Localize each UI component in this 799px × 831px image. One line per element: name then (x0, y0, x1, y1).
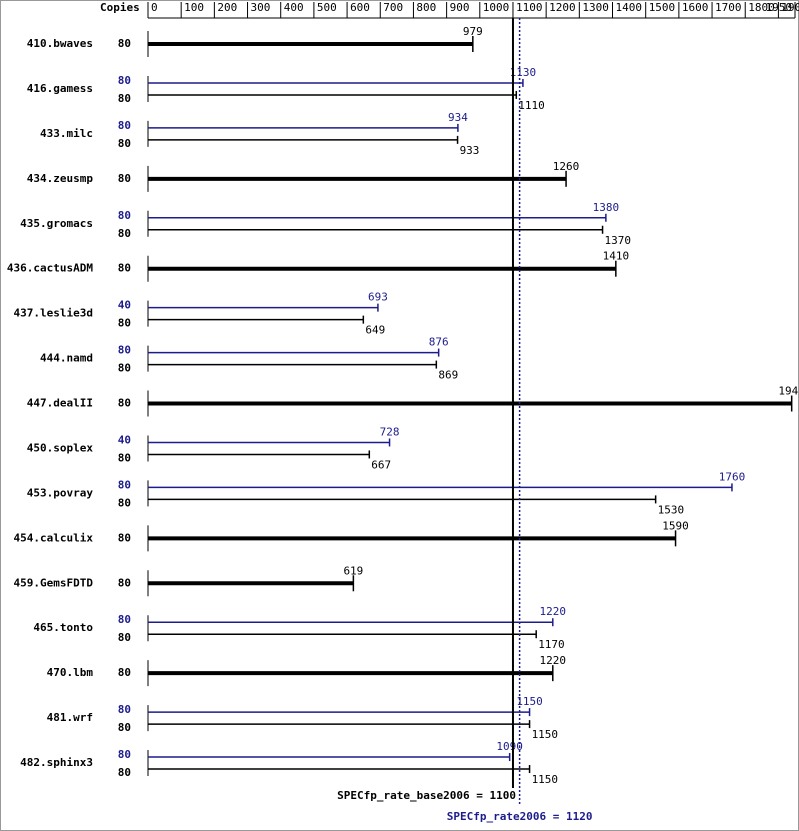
value-label: 1760 (719, 470, 746, 483)
value-label: 1260 (553, 160, 580, 173)
copies: 80 (118, 137, 131, 150)
x-tick-label: 800 (416, 1, 436, 14)
copies: 80 (118, 262, 131, 275)
x-tick-label: 300 (251, 1, 271, 14)
benchmark-name: 444.namd (40, 352, 93, 365)
value-label: 1110 (518, 99, 545, 112)
x-tick-label: 200 (217, 1, 237, 14)
value-label: 1380 (593, 201, 620, 214)
value-label: 1170 (538, 638, 565, 651)
value-label: 1150 (516, 695, 543, 708)
value-label: 1220 (540, 654, 567, 667)
x-tick-label: 600 (350, 1, 370, 14)
value-label: 1940 (778, 385, 799, 398)
x-tick-label: 1100 (516, 1, 543, 14)
value-label: 979 (463, 25, 483, 38)
benchmark-name: 459.GemsFDTD (14, 576, 94, 589)
value-label: 667 (371, 458, 391, 471)
copies: 80 (118, 531, 131, 544)
x-tick-label: 0 (151, 1, 158, 14)
benchmark-name: 437.leslie3d (14, 307, 93, 320)
copies: 80 (118, 37, 131, 50)
x-tick-label: 1700 (715, 1, 742, 14)
copies: 80 (118, 92, 131, 105)
x-tick-label: 1800 (748, 1, 775, 14)
copies: 80 (118, 631, 131, 644)
copies: 80 (118, 748, 131, 761)
copies: 80 (118, 397, 131, 410)
benchmark-name: 465.tonto (33, 621, 93, 634)
x-tick-label: 1500 (649, 1, 676, 14)
benchmark-name: 410.bwaves (27, 37, 93, 50)
benchmark-name: 453.povray (27, 486, 94, 499)
x-tick-label: 1950 (766, 1, 793, 14)
copies: 80 (118, 703, 131, 716)
copies: 80 (118, 496, 131, 509)
copies: 80 (118, 74, 131, 87)
x-tick-label: 400 (284, 1, 304, 14)
value-label: 1150 (532, 728, 559, 741)
copies: 80 (118, 478, 131, 491)
benchmark-name: 433.milc (40, 127, 93, 140)
copies: 80 (118, 721, 131, 734)
copies: 80 (118, 119, 131, 132)
x-tick-label: 1200 (549, 1, 576, 14)
value-label: 619 (343, 564, 363, 577)
benchmark-name: 450.soplex (27, 441, 94, 454)
copies: 40 (118, 433, 131, 446)
copies: 80 (118, 209, 131, 222)
value-label: 1370 (605, 234, 632, 247)
value-label: 933 (460, 144, 480, 157)
benchmark-name: 470.lbm (47, 666, 94, 679)
copies: 80 (118, 451, 131, 464)
benchmark-name: 482.sphinx3 (20, 756, 93, 769)
value-label: 1530 (658, 503, 685, 516)
copies: 80 (118, 613, 131, 626)
value-label: 1130 (510, 66, 537, 79)
x-tick-label: 1400 (616, 1, 643, 14)
value-label: 693 (368, 291, 388, 304)
benchmark-name: 434.zeusmp (27, 172, 94, 185)
copies: 80 (118, 576, 131, 589)
benchmark-name: 447.dealII (27, 397, 93, 410)
copies: 80 (118, 766, 131, 779)
copies-header: Copies (100, 1, 140, 14)
value-label: 876 (429, 336, 449, 349)
copies: 80 (118, 227, 131, 240)
benchmark-name: 435.gromacs (20, 217, 93, 230)
value-label: 649 (365, 324, 385, 337)
copies: 80 (118, 344, 131, 357)
x-tick-label: 1000 (483, 1, 510, 14)
x-tick-label: 900 (450, 1, 470, 14)
x-tick-label: 1600 (682, 1, 709, 14)
copies: 80 (118, 172, 131, 185)
value-label: 934 (448, 111, 468, 124)
x-tick-label: 500 (317, 1, 337, 14)
value-label: 1220 (540, 605, 567, 618)
x-tick-label: 1300 (582, 1, 609, 14)
value-label: 728 (380, 425, 400, 438)
copies: 80 (118, 666, 131, 679)
value-label: 1590 (662, 519, 689, 532)
benchmark-name: 416.gamess (27, 82, 93, 95)
x-tick-label: 100 (184, 1, 204, 14)
reference-label: SPECfp_rate_base2006 = 1100 (337, 789, 516, 802)
value-label: 1410 (603, 250, 630, 263)
reference-label: SPECfp_rate2006 = 1120 (447, 810, 593, 823)
copies: 80 (118, 362, 131, 375)
benchmark-name: 481.wrf (47, 711, 93, 724)
value-label: 1090 (496, 740, 523, 753)
value-label: 1150 (532, 773, 559, 786)
benchmark-name: 436.cactusADM (7, 262, 93, 275)
copies: 40 (118, 299, 131, 312)
benchmark-name: 454.calculix (14, 531, 94, 544)
copies: 80 (118, 317, 131, 330)
x-tick-label: 700 (383, 1, 403, 14)
value-label: 869 (438, 369, 458, 382)
